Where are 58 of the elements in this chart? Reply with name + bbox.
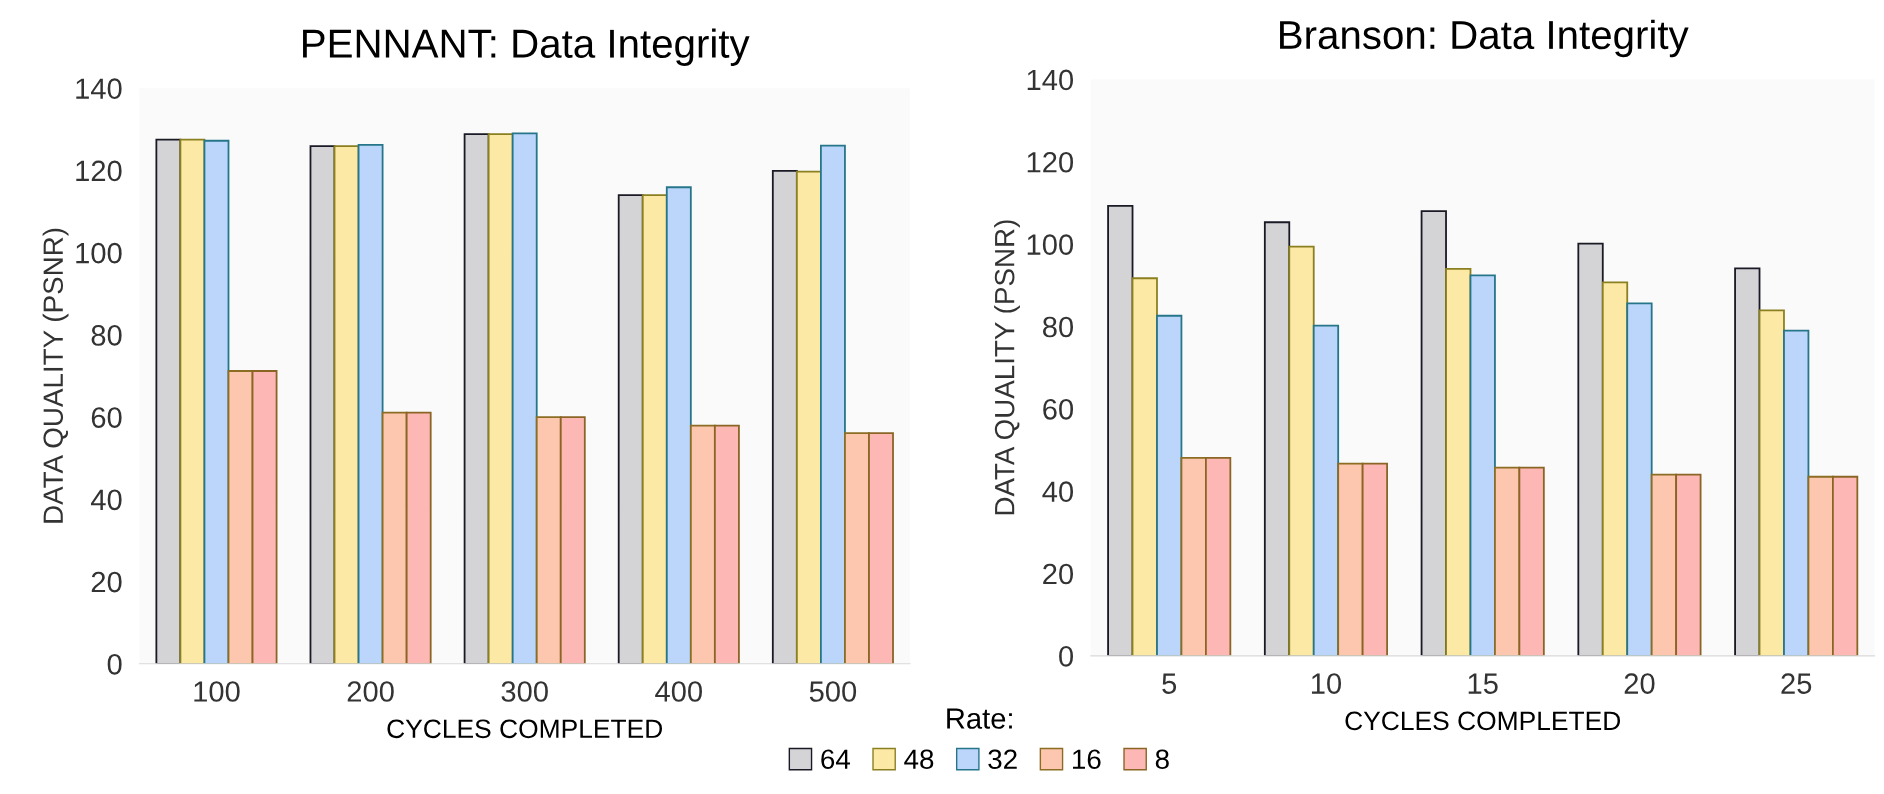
x-axis-title: CYCLES COMPLETED [387, 719, 663, 739]
bar [819, 144, 846, 664]
bar [1445, 267, 1472, 656]
legend-label: 16 [1073, 749, 1101, 770]
y-axis-title: DATA QUALITY (PSNR) [994, 220, 1020, 515]
bar [665, 186, 692, 664]
bar [333, 145, 360, 664]
y-tick-label: 60 [1043, 399, 1074, 420]
x-tick-label: 200 [347, 681, 394, 702]
chart-title: PENNANT: Data Integrity [303, 28, 750, 66]
bar [1469, 274, 1496, 656]
y-tick-label: 120 [76, 160, 122, 182]
legend-label: 32 [988, 749, 1017, 770]
bar [1312, 324, 1340, 656]
y-tick-label: 100 [76, 242, 122, 264]
x-tick-label: 300 [501, 681, 548, 702]
x-tick-label: 15 [1468, 673, 1498, 694]
chart-title: Branson: Data Integrity [1280, 19, 1689, 58]
bar [1758, 309, 1785, 656]
y-tick-label: 120 [1027, 151, 1074, 173]
bar [487, 133, 514, 664]
y-tick-label: 80 [91, 325, 122, 346]
bar [1601, 281, 1629, 656]
bar [203, 139, 230, 664]
y-tick-label: 20 [91, 571, 122, 593]
x-tick-label: 20 [1624, 673, 1655, 694]
bar [795, 170, 822, 664]
legend-label: 64 [821, 749, 850, 770]
x-tick-label: 25 [1781, 673, 1812, 694]
bar [1626, 302, 1653, 656]
y-tick-label: 0 [1059, 646, 1074, 667]
y-axis-title: DATA QUALITY (PSNR) [42, 228, 69, 523]
bar [641, 194, 668, 664]
bar [511, 132, 538, 664]
x-tick-label: 100 [194, 681, 240, 702]
bar [1288, 245, 1315, 656]
y-tick-label: 20 [1043, 563, 1074, 585]
legend-title: Rate: [947, 708, 1012, 729]
y-tick-label: 80 [1043, 316, 1074, 338]
bar [179, 138, 206, 664]
bar [1783, 329, 1810, 656]
bar [1156, 314, 1183, 656]
y-tick-label: 0 [107, 653, 122, 675]
y-tick-label: 60 [91, 407, 122, 428]
x-axis-title: CYCLES COMPLETED [1345, 711, 1621, 731]
x-tick-label: 400 [655, 681, 702, 702]
legend-label: 8 [1155, 749, 1169, 770]
y-tick-label: 40 [90, 489, 122, 511]
y-tick-label: 140 [1027, 69, 1074, 91]
x-tick-label: 5 [1162, 673, 1177, 694]
x-tick-label: 500 [809, 681, 857, 702]
x-tick-label: 10 [1311, 673, 1342, 694]
y-tick-label: 40 [1042, 481, 1074, 502]
legend-label: 48 [904, 749, 934, 770]
bar [1131, 277, 1158, 656]
bar [357, 143, 384, 664]
y-tick-label: 140 [76, 78, 122, 99]
y-tick-label: 100 [1027, 234, 1074, 255]
